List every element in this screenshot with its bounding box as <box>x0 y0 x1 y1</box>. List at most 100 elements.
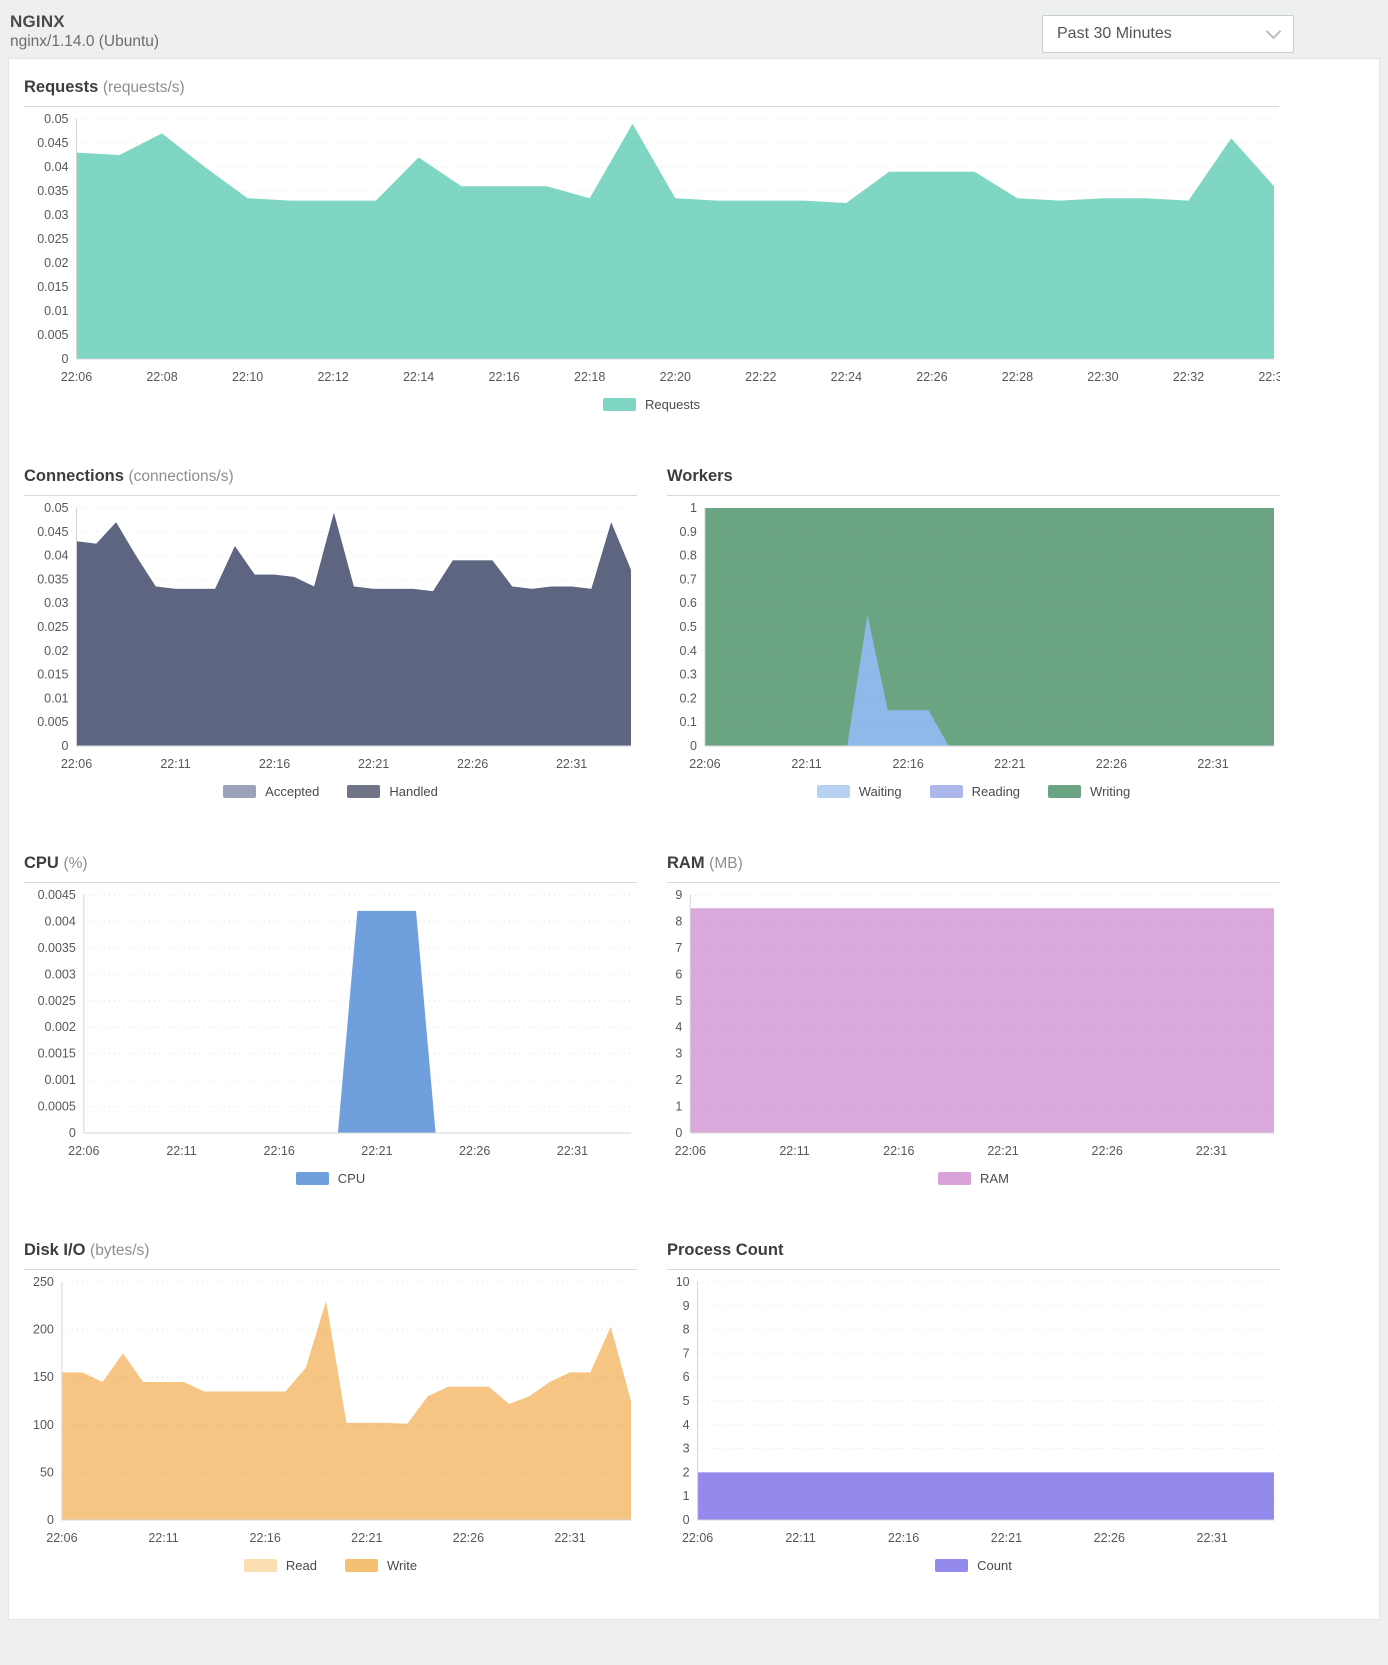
cpu-plot[interactable]: 0 0.0005 0.001 0.0015 0.002 0.0025 0.003 0.0035… <box>24 885 637 1163</box>
ram-chart-svg[interactable]: 0 1 2 3 4 5 6 7 8 9 22:06 22:11 22:16 22:21 22:26 22:31 <box>667 885 1280 1163</box>
svg-text:0.045: 0.045 <box>37 136 68 150</box>
legend-item-writing[interactable]: Writing <box>1048 784 1130 799</box>
legend-item-count[interactable]: Count <box>935 1558 1012 1573</box>
svg-text:22:21: 22:21 <box>994 757 1025 771</box>
legend-item-write[interactable]: Write <box>344 1558 417 1573</box>
svg-text:2: 2 <box>675 1073 682 1087</box>
svg-text:0.0005: 0.0005 <box>38 1100 76 1114</box>
svg-text:22:21: 22:21 <box>991 1531 1022 1545</box>
svg-text:50: 50 <box>40 1465 54 1479</box>
svg-text:6: 6 <box>675 967 682 981</box>
app-title: NGINX <box>10 12 65 31</box>
svg-text:0.002: 0.002 <box>45 1020 76 1034</box>
legend-item-reading[interactable]: Reading <box>929 784 1020 799</box>
legend-item-waiting[interactable]: Waiting <box>816 784 902 799</box>
requests-chart-card: Requests (requests/s) 0 0.005 0.01 0.015 0.0… <box>24 77 1280 412</box>
svg-text:22:16: 22:16 <box>888 1531 919 1545</box>
legend-label: CPU <box>337 1171 366 1186</box>
legend-item-ram[interactable]: RAM <box>938 1171 1009 1186</box>
svg-text:22:11: 22:11 <box>779 1144 809 1158</box>
svg-text:0.001: 0.001 <box>45 1073 76 1087</box>
cpu-chart-title: CPU (%) <box>24 853 637 883</box>
process-count-chart-svg[interactable]: 0 1 2 3 4 5 6 7 8 9 10 22:06 22:11 22:16 22:21 22:26 22:… <box>667 1272 1280 1550</box>
requests-plot[interactable]: 0 0.005 0.01 0.015 0.02 0.025 0.03 0.035 0.04 0.0… <box>24 109 1280 389</box>
svg-text:22:31: 22:31 <box>1197 1531 1228 1545</box>
svg-text:22:06: 22:06 <box>61 370 92 384</box>
svg-text:4: 4 <box>675 1020 682 1034</box>
svg-text:200: 200 <box>33 1323 54 1337</box>
process-count-plot[interactable]: 0 1 2 3 4 5 6 7 8 9 10 22:06 22:11 22:16 22:21 22:26 22:… <box>667 1272 1280 1550</box>
legend-swatch <box>929 785 963 798</box>
svg-text:0.003: 0.003 <box>45 967 76 981</box>
svg-text:0.9: 0.9 <box>680 525 697 539</box>
legend-item-cpu[interactable]: CPU <box>295 1171 366 1186</box>
svg-text:22:11: 22:11 <box>166 1144 196 1158</box>
disk-io-chart-svg[interactable]: 0 50 100 150 200 250 22:06 22:11 22:16 22:21 22:26… <box>24 1272 637 1550</box>
cpu-chart-svg[interactable]: 0 0.0005 0.001 0.0015 0.002 0.0025 0.003 0.0035… <box>24 885 637 1163</box>
svg-text:0.004: 0.004 <box>45 914 76 928</box>
svg-text:22:31: 22:31 <box>556 757 587 771</box>
svg-text:0.035: 0.035 <box>37 184 68 198</box>
svg-text:22:26: 22:26 <box>916 370 947 384</box>
legend-item-read[interactable]: Read <box>243 1558 317 1573</box>
workers-chart-svg[interactable]: 0 0.1 0.2 0.3 0.4 0.5 0.6 0.7 0.8 0.9 1 22:06 22:11 2… <box>667 498 1280 776</box>
svg-text:2: 2 <box>683 1465 690 1479</box>
svg-text:22:26: 22:26 <box>1092 1144 1123 1158</box>
svg-text:1: 1 <box>683 1489 690 1503</box>
svg-text:22:22: 22:22 <box>745 370 776 384</box>
connections-plot[interactable]: 0 0.005 0.01 0.015 0.02 0.025 0.03 0.035 0.04 0.0… <box>24 498 637 776</box>
svg-text:0: 0 <box>47 1513 54 1527</box>
legend-swatch <box>603 398 637 411</box>
connections-chart-title: Connections (connections/s) <box>24 466 637 496</box>
svg-text:0.01: 0.01 <box>44 691 68 705</box>
svg-text:22:31: 22:31 <box>1197 757 1228 771</box>
svg-text:22:11: 22:11 <box>785 1531 815 1545</box>
legend-item-handled[interactable]: Handled <box>347 784 438 799</box>
svg-text:22:24: 22:24 <box>831 370 862 384</box>
process-count-legend: Count <box>667 1558 1280 1573</box>
svg-text:22:32: 22:32 <box>1173 370 1204 384</box>
svg-text:0.7: 0.7 <box>680 572 697 586</box>
svg-text:22:14: 22:14 <box>403 370 434 384</box>
connections-chart-svg[interactable]: 0 0.005 0.01 0.015 0.02 0.025 0.03 0.035 0.04 0.0… <box>24 498 637 776</box>
svg-text:22:11: 22:11 <box>148 1531 178 1545</box>
svg-text:0.5: 0.5 <box>680 620 697 634</box>
requests-chart-svg[interactable]: 0 0.005 0.01 0.015 0.02 0.025 0.03 0.035 0.04 0.0… <box>24 109 1280 389</box>
svg-text:22:31: 22:31 <box>1196 1144 1227 1158</box>
svg-text:1: 1 <box>690 501 697 515</box>
requests-legend: Requests <box>24 397 1279 412</box>
svg-text:0.02: 0.02 <box>44 256 68 270</box>
legend-item-requests[interactable]: Requests <box>603 397 700 412</box>
svg-text:150: 150 <box>33 1370 54 1384</box>
svg-text:22:11: 22:11 <box>160 757 190 771</box>
disk-io-legend: Read Write <box>24 1558 637 1573</box>
disk-io-plot[interactable]: 0 50 100 150 200 250 22:06 22:11 22:16 22:21 22:26… <box>24 1272 637 1550</box>
svg-text:5: 5 <box>683 1394 690 1408</box>
svg-text:22:10: 22:10 <box>232 370 263 384</box>
workers-plot[interactable]: 0 0.1 0.2 0.3 0.4 0.5 0.6 0.7 0.8 0.9 1 22:06 22:11 2… <box>667 498 1280 776</box>
app-subtitle: nginx/1.14.0 (Ubuntu) <box>10 33 160 50</box>
legend-item-accepted[interactable]: Accepted <box>223 784 319 799</box>
svg-text:0.1: 0.1 <box>680 715 697 729</box>
workers-chart-card: Workers 0 0.1 0.2 0.3 0.4 0.5 0.6 0.7 0.8 0.9 1 22:… <box>667 466 1280 799</box>
svg-text:0: 0 <box>62 739 69 753</box>
ram-plot[interactable]: 0 1 2 3 4 5 6 7 8 9 22:06 22:11 22:16 22:21 22:26 22:31 <box>667 885 1280 1163</box>
svg-text:0: 0 <box>690 739 697 753</box>
process-count-chart-title: Process Count <box>667 1240 1280 1270</box>
svg-text:0.025: 0.025 <box>37 620 68 634</box>
chart-title-text: Connections <box>24 467 124 485</box>
legend-label: RAM <box>980 1171 1009 1186</box>
workers-legend: Waiting Reading Writing <box>667 784 1280 799</box>
time-range-dropdown[interactable]: Past 30 Minutes <box>1042 15 1294 53</box>
cpu-chart-card: CPU (%) 0 0.0005 0.001 0.0015 0.002 0.0025 0.0… <box>24 853 637 1186</box>
svg-text:0.015: 0.015 <box>37 668 68 682</box>
svg-text:22:21: 22:21 <box>358 757 389 771</box>
svg-text:22:06: 22:06 <box>68 1144 99 1158</box>
svg-text:0: 0 <box>683 1513 690 1527</box>
process-count-chart-card: Process Count 0 1 2 3 4 5 6 7 8 9 10 22:06 22:11 22:1… <box>667 1240 1280 1573</box>
legend-swatch <box>938 1172 972 1185</box>
svg-text:250: 250 <box>33 1275 54 1289</box>
svg-text:0.3: 0.3 <box>680 668 697 682</box>
svg-text:0.05: 0.05 <box>44 112 68 126</box>
svg-text:22:16: 22:16 <box>259 757 290 771</box>
